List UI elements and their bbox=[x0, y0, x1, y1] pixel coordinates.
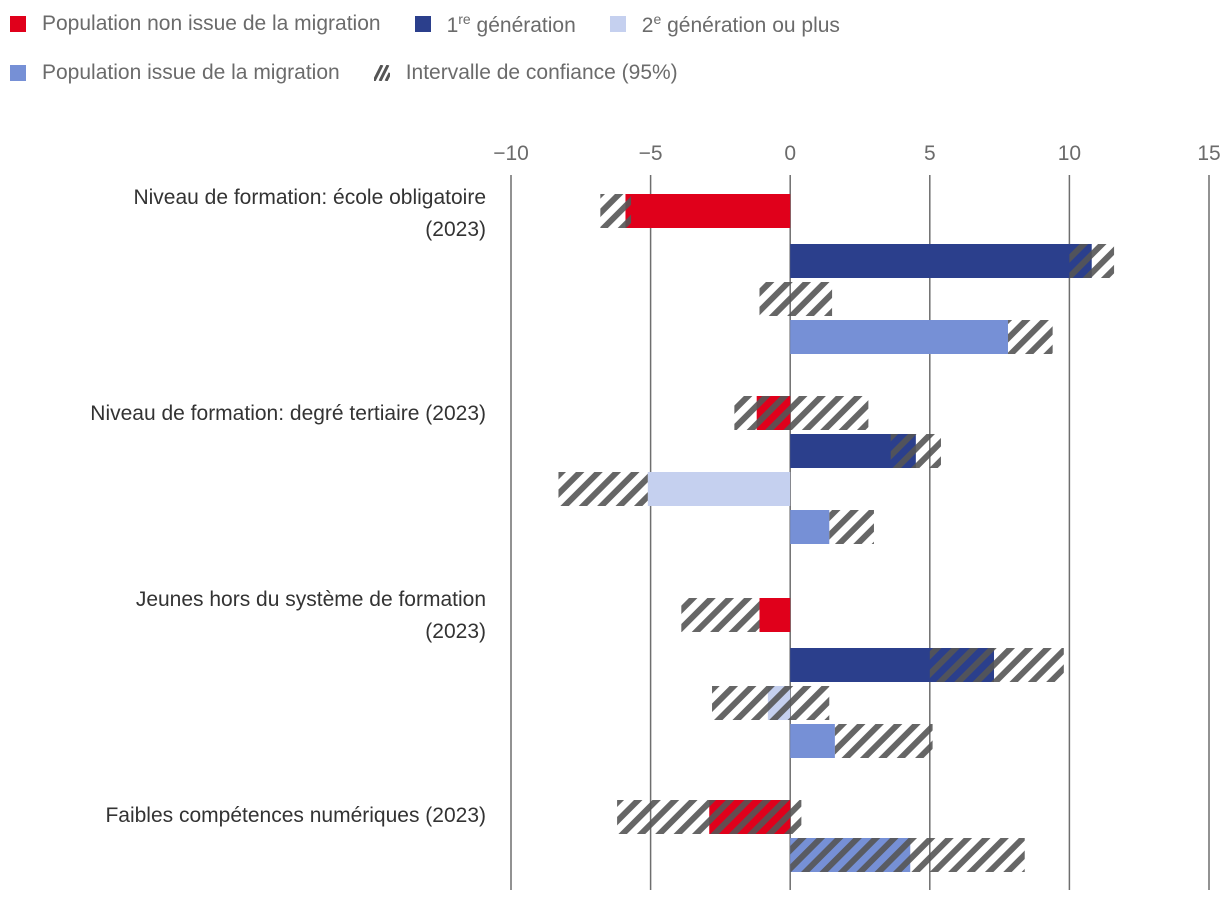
ci-gen2-cat2 bbox=[712, 686, 829, 720]
x-tick-label-4: 10 bbox=[1058, 142, 1081, 165]
x-tick-label-5: 15 bbox=[1197, 142, 1220, 165]
category-label-1-line-0: Niveau de formation: degré tertiaire (20… bbox=[90, 402, 486, 425]
ci-non_mig-cat3 bbox=[617, 800, 801, 834]
bar-mig-cat0 bbox=[790, 320, 1008, 354]
label-layer: Niveau de formation: école obligatoire (2… bbox=[90, 186, 486, 827]
category-label-2-line-0: Jeunes hors du système de formation bbox=[136, 588, 486, 611]
bar-gen1-cat0 bbox=[790, 244, 1092, 278]
confidence-interval-layer bbox=[558, 194, 1114, 872]
bar-mig-cat2 bbox=[790, 724, 835, 758]
category-label-2-line-1: (2023) bbox=[425, 620, 486, 643]
ci-mig-cat1 bbox=[829, 510, 874, 544]
ci-non_mig-cat1 bbox=[734, 396, 868, 430]
ci-mig-cat0 bbox=[1008, 320, 1053, 354]
category-label-3-line-0: Faibles compétences numériques (2023) bbox=[105, 804, 486, 827]
bar-non_mig-cat0 bbox=[625, 194, 790, 228]
x-tick-label-0: −10 bbox=[493, 142, 529, 165]
bar-chart: −10 −5 0 5 10 15 Niveau de formation: école o… bbox=[0, 0, 1220, 904]
x-tick-label-1: −5 bbox=[639, 142, 663, 165]
ci-gen2-cat0 bbox=[759, 282, 832, 316]
ci-gen1-cat1 bbox=[891, 434, 941, 468]
bar-non_mig-cat2 bbox=[759, 598, 790, 632]
ci-gen1-cat2 bbox=[930, 648, 1064, 682]
category-label-0-line-0: Niveau de formation: école obligatoire bbox=[133, 186, 486, 209]
x-tick-label-3: 5 bbox=[924, 142, 936, 165]
ci-non_mig-cat0 bbox=[600, 194, 631, 228]
ci-gen2-cat1 bbox=[558, 472, 647, 506]
ci-non_mig-cat2 bbox=[681, 598, 759, 632]
ci-gen1-cat0 bbox=[1069, 244, 1114, 278]
bar-mig-cat1 bbox=[790, 510, 829, 544]
category-label-0-line-1: (2023) bbox=[425, 218, 486, 241]
ci-mig-cat2 bbox=[835, 724, 933, 758]
ci-mig-cat3 bbox=[790, 838, 1025, 872]
x-tick-label-2: 0 bbox=[784, 142, 796, 165]
bar-gen2-cat1 bbox=[648, 472, 790, 506]
